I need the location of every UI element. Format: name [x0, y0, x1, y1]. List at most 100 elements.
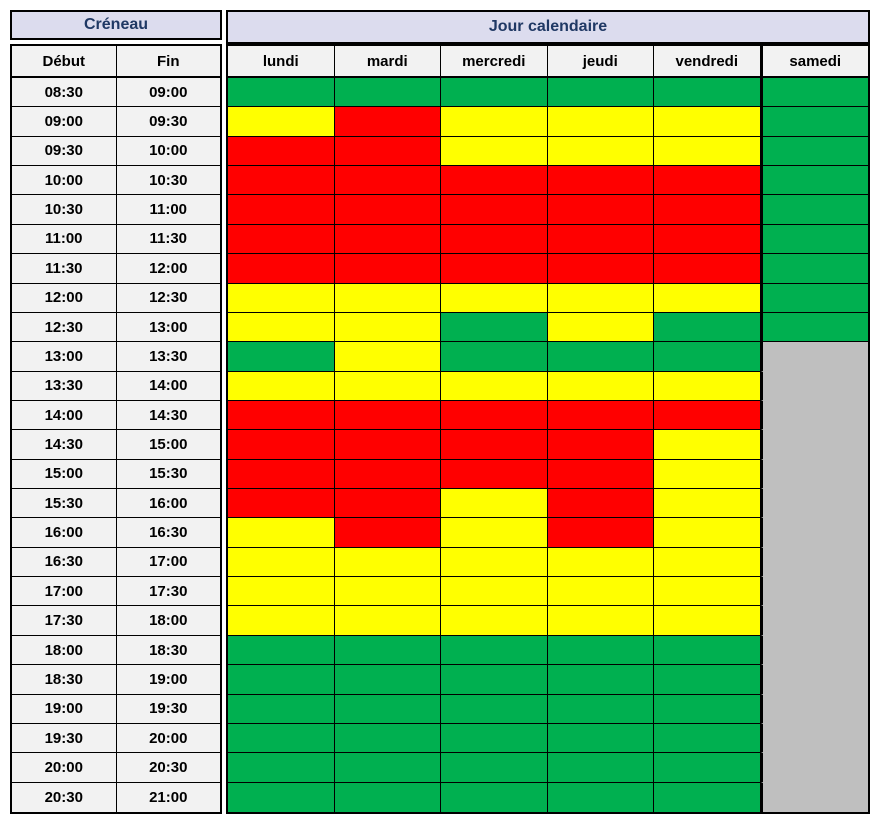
time-cell-fin: 18:30	[116, 635, 220, 666]
col-header-fin: Fin	[116, 46, 220, 78]
time-cell-fin: 10:00	[116, 136, 220, 167]
col-header-vendredi: vendredi	[654, 46, 761, 78]
time-cell-fin: 19:00	[116, 665, 220, 695]
time-cell-debut: 19:00	[12, 694, 117, 724]
day-subheader-row: lundi mardi mercredi jeudi vendredi samedi	[228, 46, 868, 78]
slot-lundi-11:30	[228, 254, 335, 284]
slot-jeudi-18:30	[547, 665, 654, 695]
time-row-20:30: 20:30 21:00	[12, 782, 220, 812]
slot-samedi-20:00	[760, 753, 868, 783]
slot-lundi-12:00	[228, 283, 335, 313]
slot-samedi-20:30	[760, 782, 868, 812]
time-cell-debut: 20:30	[12, 782, 117, 812]
slot-lundi-10:30	[228, 195, 335, 225]
slot-mardi-16:00	[334, 518, 441, 548]
slot-mercredi-09:00	[441, 107, 548, 137]
time-cell-debut: 13:00	[12, 342, 117, 372]
slot-mardi-19:30	[334, 723, 441, 754]
time-row-15:00: 15:00 15:30	[12, 459, 220, 490]
time-row-12:30: 12:30 13:00	[12, 312, 220, 343]
slot-vendredi-12:00	[654, 283, 761, 313]
time-cell-fin: 18:00	[116, 606, 220, 636]
time-row-13:00: 13:00 13:30	[12, 342, 220, 372]
slot-samedi-12:00	[760, 283, 868, 313]
slot-row-08:30	[228, 78, 868, 108]
slot-lundi-16:30	[228, 547, 335, 578]
slot-vendredi-13:30	[654, 371, 761, 401]
time-cell-fin: 19:30	[116, 694, 220, 724]
slot-mercredi-16:00	[441, 518, 548, 548]
time-cell-fin: 17:00	[116, 547, 220, 578]
slot-vendredi-17:00	[654, 577, 761, 607]
slot-samedi-10:00	[760, 166, 868, 196]
time-cell-debut: 18:00	[12, 635, 117, 666]
slot-lundi-12:30	[228, 312, 335, 343]
slot-row-20:30	[228, 782, 868, 812]
time-cell-debut: 16:30	[12, 547, 117, 578]
slot-mardi-08:30	[334, 78, 441, 108]
slot-lundi-10:00	[228, 166, 335, 196]
time-row-17:30: 17:30 18:00	[12, 606, 220, 636]
time-row-19:30: 19:30 20:00	[12, 723, 220, 754]
slot-lundi-19:30	[228, 723, 335, 754]
slot-jeudi-10:30	[547, 195, 654, 225]
slot-mercredi-13:00	[441, 342, 548, 372]
slot-lundi-16:00	[228, 518, 335, 548]
slot-samedi-17:00	[760, 577, 868, 607]
slot-row-20:00	[228, 753, 868, 783]
slot-vendredi-14:00	[654, 400, 761, 431]
slot-lundi-08:30	[228, 78, 335, 108]
time-cell-debut: 18:30	[12, 665, 117, 695]
jour-calendaire-block: Jour calendaire lundi mardi mercredi jeudi v…	[226, 10, 870, 814]
time-cell-fin: 11:00	[116, 195, 220, 225]
time-cell-debut: 16:00	[12, 518, 117, 548]
slot-lundi-09:30	[228, 136, 335, 167]
slot-mercredi-15:00	[441, 459, 548, 490]
time-row-11:30: 11:30 12:00	[12, 254, 220, 284]
slot-row-14:00	[228, 400, 868, 431]
slot-mercredi-19:30	[441, 723, 548, 754]
slot-mercredi-09:30	[441, 136, 548, 167]
slot-row-16:00	[228, 518, 868, 548]
slot-jeudi-19:30	[547, 723, 654, 754]
time-cell-fin: 10:30	[116, 166, 220, 196]
slot-mardi-12:30	[334, 312, 441, 343]
time-cell-debut: 17:30	[12, 606, 117, 636]
time-cell-debut: 15:00	[12, 459, 117, 490]
time-row-16:30: 16:30 17:00	[12, 547, 220, 578]
slot-row-11:30	[228, 254, 868, 284]
time-cell-fin: 20:30	[116, 753, 220, 783]
slot-samedi-16:30	[760, 547, 868, 578]
creneau-group-header: Créneau	[10, 10, 222, 40]
slot-samedi-11:30	[760, 254, 868, 284]
slot-samedi-19:30	[760, 723, 868, 754]
slot-mercredi-12:00	[441, 283, 548, 313]
slot-vendredi-15:30	[654, 489, 761, 519]
slot-samedi-11:00	[760, 224, 868, 255]
slot-mardi-14:30	[334, 430, 441, 460]
slot-jeudi-12:30	[547, 312, 654, 343]
slot-samedi-15:00	[760, 459, 868, 490]
slot-jeudi-17:00	[547, 577, 654, 607]
slot-vendredi-20:30	[654, 782, 761, 812]
time-cell-fin: 12:30	[116, 283, 220, 313]
time-cell-debut: 13:30	[12, 371, 117, 401]
slot-vendredi-11:00	[654, 224, 761, 255]
slot-mardi-20:30	[334, 782, 441, 812]
slot-mercredi-11:30	[441, 254, 548, 284]
color-rows	[228, 78, 868, 812]
slot-vendredi-19:30	[654, 723, 761, 754]
slot-mercredi-20:00	[441, 753, 548, 783]
time-cell-debut: 12:00	[12, 283, 117, 313]
slot-mercredi-18:30	[441, 665, 548, 695]
slot-vendredi-13:00	[654, 342, 761, 372]
slot-mercredi-13:30	[441, 371, 548, 401]
time-row-19:00: 19:00 19:30	[12, 694, 220, 724]
slot-jeudi-13:30	[547, 371, 654, 401]
slot-vendredi-10:30	[654, 195, 761, 225]
slot-row-15:00	[228, 459, 868, 490]
slot-vendredi-15:00	[654, 459, 761, 490]
time-subheader-row: Début Fin	[12, 46, 220, 78]
slot-lundi-17:30	[228, 606, 335, 636]
slot-vendredi-16:30	[654, 547, 761, 578]
